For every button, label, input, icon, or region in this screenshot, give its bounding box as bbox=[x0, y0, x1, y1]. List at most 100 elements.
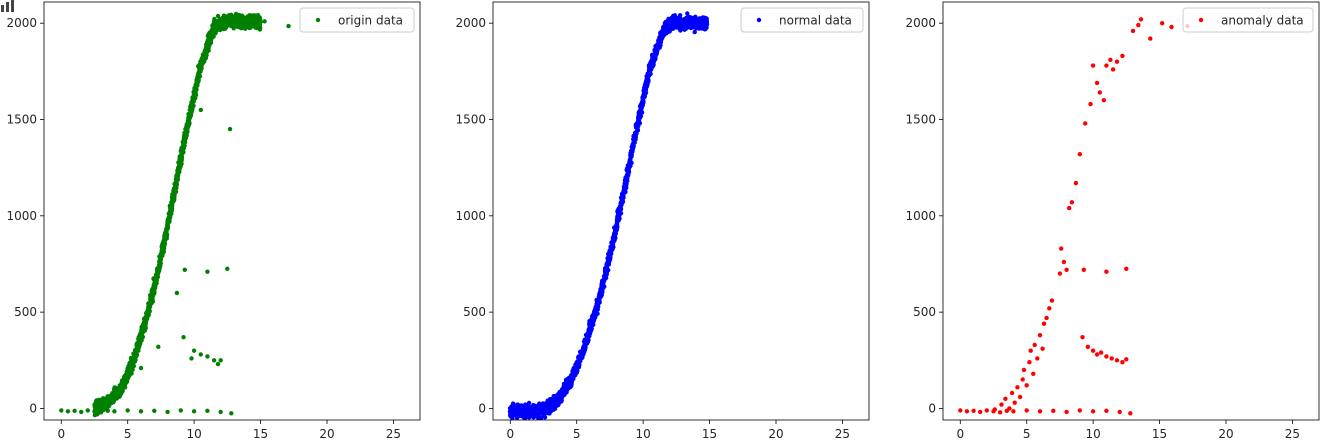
axes-frame bbox=[43, 1, 421, 421]
data-point bbox=[251, 22, 257, 28]
data-point bbox=[687, 16, 693, 21]
bar-chart-icon[interactable] bbox=[0, 0, 16, 12]
data-point bbox=[105, 408, 111, 413]
data-point bbox=[630, 149, 635, 154]
data-point bbox=[111, 393, 117, 398]
data-point bbox=[142, 324, 148, 330]
legend-marker bbox=[315, 17, 321, 23]
data-point bbox=[610, 242, 616, 247]
data-point bbox=[531, 414, 536, 419]
data-point bbox=[1024, 408, 1029, 413]
data-point bbox=[139, 324, 144, 330]
data-point bbox=[122, 374, 127, 379]
data-point bbox=[165, 409, 170, 415]
data-point bbox=[236, 16, 241, 21]
data-point bbox=[229, 411, 234, 416]
legend-label: normal data bbox=[779, 14, 852, 28]
data-point bbox=[152, 408, 157, 413]
data-point bbox=[1104, 269, 1109, 274]
data-point bbox=[1021, 367, 1027, 373]
data-point bbox=[218, 358, 223, 363]
data-point bbox=[603, 270, 608, 275]
data-point bbox=[636, 118, 641, 123]
data-point bbox=[120, 383, 126, 389]
data-point bbox=[654, 48, 659, 53]
data-point bbox=[593, 309, 598, 315]
data-point bbox=[206, 43, 211, 48]
data-point bbox=[215, 13, 221, 19]
data-point bbox=[622, 185, 628, 191]
x-tick-label: 15 bbox=[253, 427, 268, 441]
data-point bbox=[665, 22, 670, 28]
data-point bbox=[1064, 267, 1069, 272]
data-point bbox=[173, 189, 178, 194]
data-point bbox=[634, 123, 639, 128]
y-tick-label: 0 bbox=[478, 401, 486, 415]
data-point bbox=[625, 164, 631, 170]
legend-marker bbox=[756, 17, 762, 23]
data-point bbox=[154, 277, 159, 282]
data-point bbox=[632, 130, 638, 136]
data-point bbox=[157, 259, 162, 264]
y-tick-label: 500 bbox=[913, 305, 936, 319]
x-tick-label: 20 bbox=[768, 427, 783, 441]
data-points bbox=[507, 11, 710, 420]
data-point bbox=[146, 306, 151, 311]
data-point bbox=[182, 267, 187, 272]
data-point bbox=[683, 24, 688, 30]
x-tick-label: 20 bbox=[319, 427, 334, 441]
data-point bbox=[193, 93, 198, 99]
data-point bbox=[174, 290, 180, 296]
data-point bbox=[1067, 205, 1072, 211]
data-point bbox=[1138, 17, 1144, 22]
x-tick-label: 5 bbox=[124, 427, 132, 441]
data-point bbox=[611, 235, 617, 240]
data-point bbox=[228, 22, 233, 27]
data-point bbox=[198, 352, 203, 357]
data-point bbox=[573, 362, 578, 368]
data-point bbox=[126, 366, 131, 371]
data-point bbox=[667, 17, 673, 23]
data-point bbox=[198, 107, 203, 113]
x-tick-label: 20 bbox=[1218, 427, 1233, 441]
y-tick-label: 2000 bbox=[905, 16, 936, 30]
data-point bbox=[958, 408, 963, 413]
data-point bbox=[1077, 408, 1083, 413]
data-point bbox=[531, 405, 537, 410]
x-tick-label: 0 bbox=[956, 427, 964, 441]
data-point bbox=[147, 300, 153, 306]
data-point bbox=[645, 79, 650, 84]
data-point bbox=[1083, 121, 1088, 126]
data-point bbox=[604, 265, 609, 270]
data-point bbox=[566, 380, 571, 385]
legend-box bbox=[299, 7, 415, 33]
data-point bbox=[1040, 346, 1045, 351]
data-point bbox=[583, 341, 589, 346]
data-point bbox=[1094, 352, 1100, 357]
x-tick-label: 10 bbox=[186, 427, 201, 441]
data-point bbox=[1101, 98, 1107, 103]
data-point bbox=[176, 164, 182, 169]
x-tick-label: 25 bbox=[1285, 427, 1300, 441]
y-tick-label: 500 bbox=[14, 305, 37, 319]
data-point bbox=[131, 355, 136, 360]
data-point bbox=[215, 361, 221, 367]
data-point bbox=[512, 406, 517, 411]
data-point bbox=[1003, 396, 1008, 401]
legend-box bbox=[1182, 7, 1314, 33]
data-point bbox=[182, 133, 187, 139]
data-point bbox=[643, 82, 649, 88]
data-point bbox=[1069, 200, 1075, 205]
data-point bbox=[1094, 80, 1100, 86]
data-point bbox=[625, 176, 630, 181]
data-point bbox=[1090, 348, 1096, 353]
data-point bbox=[218, 409, 223, 415]
data-point bbox=[194, 79, 200, 85]
data-point bbox=[1011, 409, 1016, 414]
data-point bbox=[700, 24, 705, 29]
data-point bbox=[631, 138, 636, 144]
data-point bbox=[679, 22, 684, 27]
data-point bbox=[72, 408, 77, 413]
